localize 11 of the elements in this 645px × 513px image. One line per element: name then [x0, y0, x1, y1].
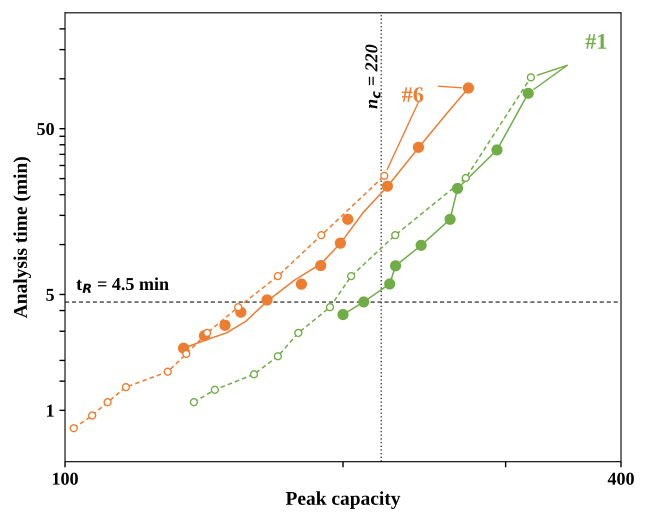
text: #1 [585, 34, 606, 49]
legend-label: #6 [402, 87, 424, 102]
y-axis-title: Analysis time (min) [13, 157, 31, 318]
x-axis-title: Peak capacity [286, 491, 400, 509]
y-tick-label: 50 [37, 122, 54, 136]
ref-line-label: t$_{R}$ = 4.5 min [76, 277, 169, 293]
y-tick-label: 1 [47, 404, 54, 417]
x-tick-label: 400 [608, 472, 634, 485]
y-tick-label: 5 [46, 288, 54, 301]
ref-line-label: n$_{c}$ = 220 [365, 44, 380, 109]
x-tick-label: 100 [52, 472, 78, 485]
